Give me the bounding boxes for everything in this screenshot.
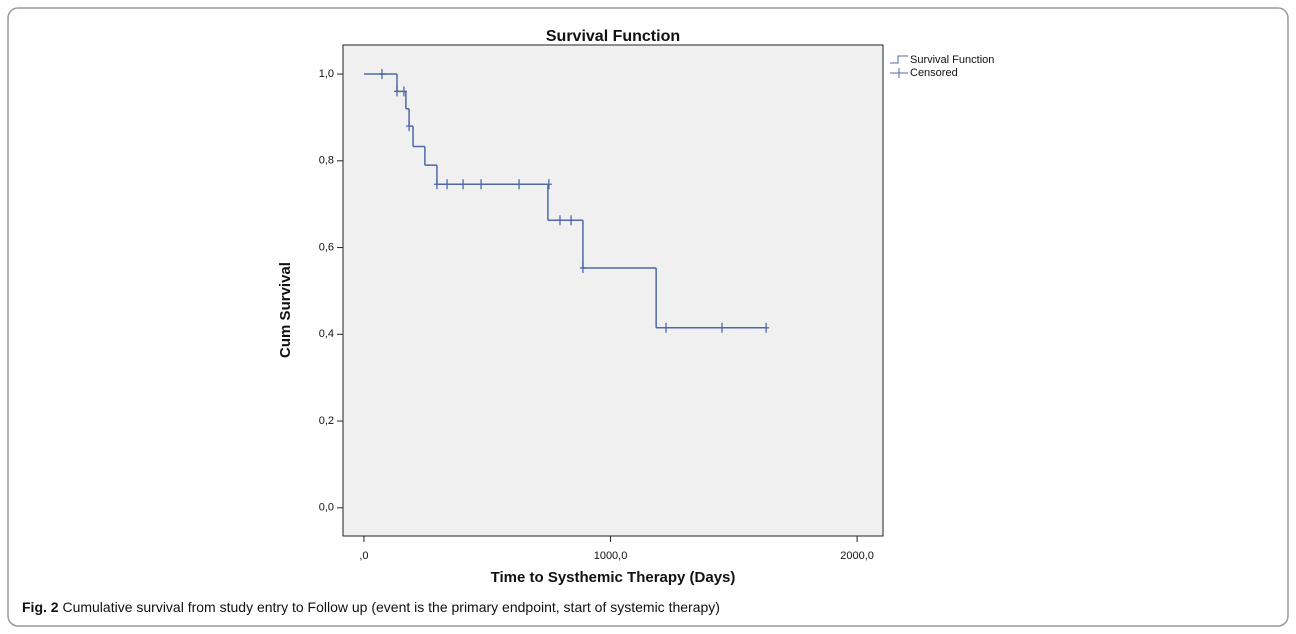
y-tick-label: 1,0	[319, 68, 334, 80]
censored-mark	[545, 179, 552, 190]
censored-mark	[718, 322, 725, 333]
censored-mark	[516, 179, 523, 190]
censored-mark	[433, 179, 440, 190]
censored-mark	[556, 215, 563, 226]
x-tick-label: 1000,0	[594, 550, 628, 562]
y-tick-label: 0,0	[319, 502, 334, 514]
censored-mark	[444, 179, 451, 190]
y-axis-label: Cum Survival	[277, 262, 294, 358]
caption: Fig. 2 Cumulative survival from study en…	[22, 599, 720, 615]
caption-label: Fig. 2	[22, 599, 59, 615]
censored-mark	[406, 121, 413, 132]
censored-mark	[568, 215, 575, 226]
censored-mark	[378, 69, 385, 80]
y-tick-label: 0,4	[319, 328, 334, 340]
x-tick-label: ,0	[359, 550, 368, 562]
censored-mark	[394, 86, 400, 97]
censored-mark	[579, 262, 586, 273]
figure-frame	[7, 7, 1289, 627]
caption-text: Cumulative survival from study entry to …	[62, 599, 719, 615]
y-tick-label: 0,8	[319, 155, 334, 167]
censored-mark	[663, 322, 670, 333]
legend-symbol	[890, 55, 908, 64]
y-tick-label: 0,2	[319, 415, 334, 427]
legend-symbol	[890, 68, 908, 78]
legend-label: Survival Function	[910, 54, 994, 66]
plot-area	[342, 44, 884, 537]
x-axis-label: Time to Systhemic Therapy (Days)	[491, 569, 736, 586]
censored-mark	[460, 179, 467, 190]
censored-mark	[478, 179, 485, 190]
legend-label: Censored	[910, 67, 958, 79]
chart-title: Survival Function	[546, 28, 680, 45]
y-tick-label: 0,6	[319, 241, 334, 253]
censored-mark	[400, 86, 407, 97]
x-tick-label: 2000,0	[840, 550, 874, 562]
censored-mark	[763, 322, 770, 333]
